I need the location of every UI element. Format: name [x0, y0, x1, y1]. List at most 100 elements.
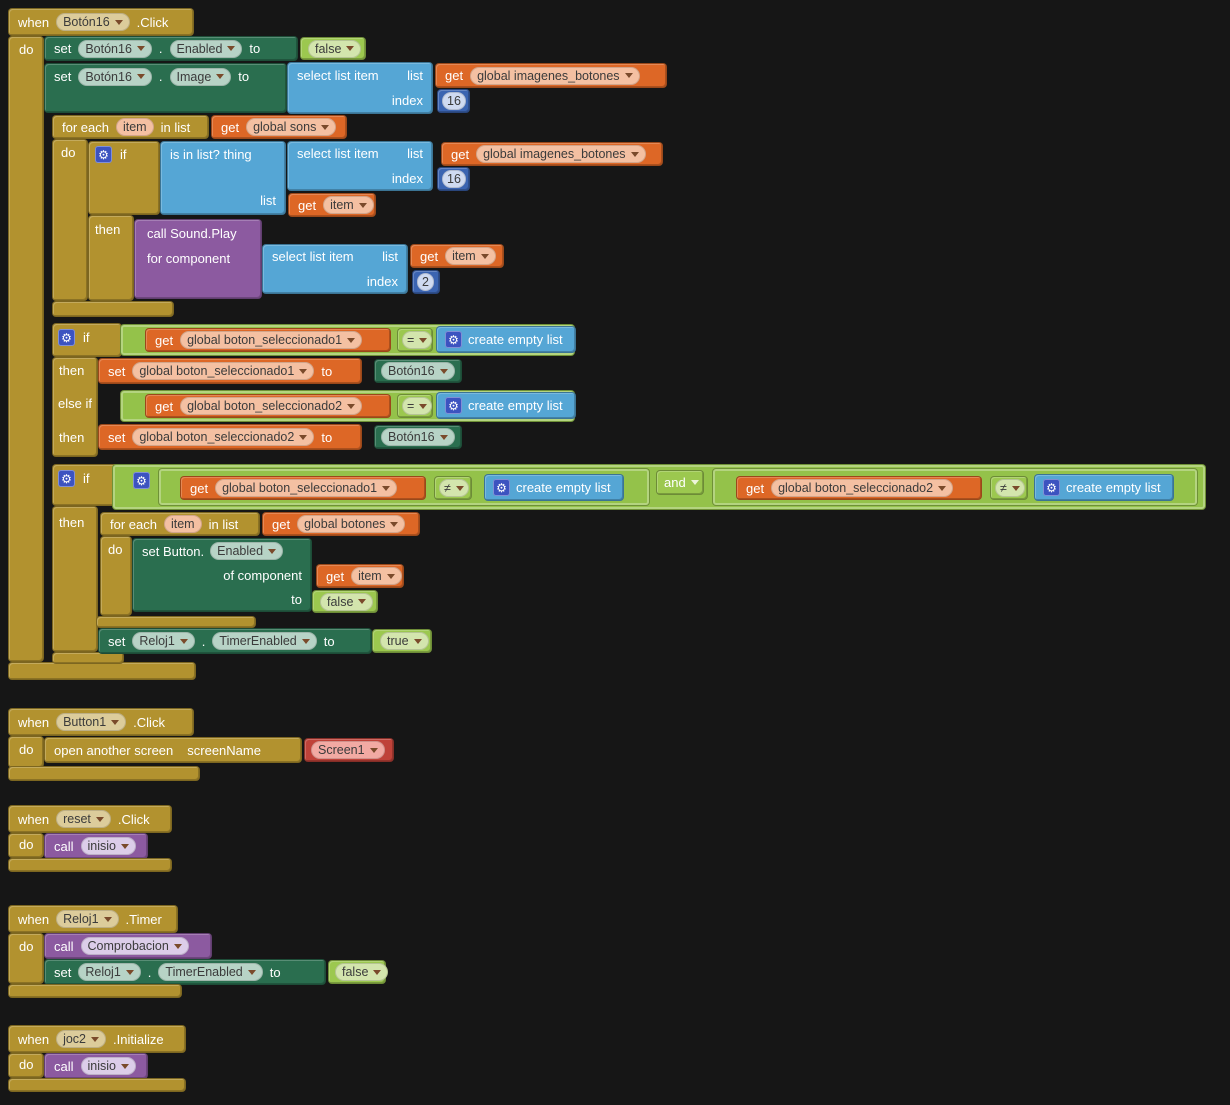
variable-dropdown[interactable]: global boton_seleccionado1: [215, 479, 398, 497]
call-inisio-block[interactable]: call inisio: [44, 1053, 148, 1079]
component-dropdown-boton16[interactable]: Botón16: [56, 13, 130, 31]
variable-dropdown[interactable]: global boton_seleccionado2: [771, 479, 954, 497]
mutator-gear-icon[interactable]: [133, 472, 150, 489]
when-boton16-header[interactable]: when Botón16 .Click: [8, 8, 194, 36]
when-boton16-footer[interactable]: [8, 662, 196, 680]
create-empty-list-block[interactable]: create empty list: [484, 474, 624, 501]
loop-var-item[interactable]: item: [115, 118, 154, 136]
get-seleccionado2-block[interactable]: get global boton_seleccionado2: [736, 476, 982, 500]
when-button1-footer[interactable]: [8, 766, 200, 781]
variable-dropdown[interactable]: global imagenes_botones: [470, 66, 640, 85]
screen-dropdown[interactable]: Screen1: [311, 741, 385, 759]
get-botones-block[interactable]: get global botones: [262, 512, 420, 536]
if-isinlist-then-column[interactable]: then: [88, 215, 134, 301]
get-seleccionado2-block[interactable]: get global boton_seleccionado2: [145, 394, 391, 418]
mutator-gear-icon[interactable]: [1043, 479, 1060, 496]
get-item-block[interactable]: get item: [288, 193, 376, 217]
when-reset-do-column[interactable]: do: [8, 833, 44, 858]
is-in-list-block[interactable]: is in list? thing list: [160, 141, 286, 215]
open-another-screen-block[interactable]: open another screen screenName: [44, 737, 302, 763]
create-empty-list-block[interactable]: create empty list: [436, 392, 576, 419]
mutator-gear-icon[interactable]: [58, 470, 75, 487]
screen1-block[interactable]: Screen1: [304, 738, 394, 762]
logic-false-block[interactable]: false: [300, 37, 366, 60]
property-dropdown-enabled[interactable]: Enabled: [169, 39, 243, 58]
when-boton16-do-column[interactable]: do: [8, 36, 44, 662]
foreach-botones-footer[interactable]: [96, 616, 256, 628]
variable-dropdown[interactable]: global boton_seleccionado1: [180, 331, 363, 349]
when-reloj1-footer[interactable]: [8, 984, 182, 998]
operator-dropdown[interactable]: =: [402, 331, 433, 349]
component-dropdown[interactable]: Botón16: [381, 428, 455, 446]
number-2-block[interactable]: 2: [412, 270, 440, 294]
when-reloj1-header[interactable]: when Reloj1 .Timer: [8, 905, 178, 933]
operator-neq-block[interactable]: ≠: [990, 476, 1028, 500]
component-dropdown-reset[interactable]: reset: [56, 810, 111, 828]
component-dropdown[interactable]: Botón16: [78, 39, 152, 58]
when-button1-do-column[interactable]: do: [8, 736, 44, 768]
number-value[interactable]: 16: [442, 92, 466, 110]
when-joc2-do-column[interactable]: do: [8, 1053, 44, 1078]
procedure-dropdown[interactable]: inisio: [80, 1057, 137, 1075]
component-boton16-block[interactable]: Botón16: [374, 359, 462, 383]
set-reloj1-timerenabled-block[interactable]: set Reloj1 . TimerEnabled to: [98, 628, 372, 654]
variable-dropdown[interactable]: item: [445, 247, 496, 265]
foreach-sons-footer[interactable]: [52, 301, 174, 317]
when-reset-header[interactable]: when reset .Click: [8, 805, 172, 833]
get-imagenes-botones-block[interactable]: get global imagenes_botones: [435, 63, 667, 88]
procedure-dropdown[interactable]: Comprobacion: [80, 937, 189, 955]
when-joc2-header[interactable]: when joc2 .Initialize: [8, 1025, 186, 1053]
if-selection-body-column[interactable]: then else if then: [52, 357, 98, 457]
operator-dropdown[interactable]: ≠: [995, 479, 1025, 497]
number-16-block[interactable]: 16: [437, 167, 470, 191]
variable-dropdown[interactable]: global imagenes_botones: [476, 145, 646, 163]
if-and-footer[interactable]: [52, 652, 124, 664]
mutator-gear-icon[interactable]: [445, 397, 462, 414]
mutator-gear-icon[interactable]: [95, 146, 112, 163]
operator-dropdown[interactable]: =: [402, 397, 433, 415]
create-empty-list-block[interactable]: create empty list: [436, 326, 576, 353]
get-sons-block[interactable]: get global sons: [211, 115, 347, 139]
call-inisio-block[interactable]: call inisio: [44, 833, 148, 859]
operator-eq-block[interactable]: =: [397, 394, 433, 418]
set-seleccionado2-block[interactable]: set global boton_seleccionado2 to: [98, 424, 362, 450]
set-reloj1-timerenabled-block[interactable]: set Reloj1 . TimerEnabled to: [44, 959, 326, 985]
variable-dropdown[interactable]: global boton_seleccionado2: [180, 397, 363, 415]
select-list-item-block[interactable]: select list item list index: [287, 62, 433, 114]
number-value[interactable]: 16: [442, 170, 466, 188]
logic-dropdown[interactable]: false: [335, 963, 389, 981]
get-item-block[interactable]: get item: [410, 244, 504, 268]
component-dropdown[interactable]: Reloj1: [132, 632, 195, 650]
get-seleccionado1-block[interactable]: get global boton_seleccionado1: [180, 476, 426, 500]
select-list-item-block[interactable]: select list item list index: [287, 141, 433, 191]
component-dropdown[interactable]: Botón16: [381, 362, 455, 380]
property-dropdown-enabled[interactable]: Enabled: [210, 542, 284, 560]
variable-dropdown[interactable]: global sons: [246, 118, 337, 136]
logic-false-block[interactable]: false: [328, 960, 389, 984]
component-dropdown[interactable]: Botón16: [78, 67, 152, 86]
operator-neq-block[interactable]: ≠: [434, 476, 472, 500]
call-comprobacion-block[interactable]: call Comprobacion: [44, 933, 212, 959]
get-imagenes-botones-block[interactable]: get global imagenes_botones: [441, 142, 663, 166]
logic-dropdown[interactable]: true: [380, 632, 429, 650]
property-dropdown-timerenabled[interactable]: TimerEnabled: [158, 963, 263, 981]
procedure-dropdown[interactable]: inisio: [80, 837, 137, 855]
logic-dropdown[interactable]: false: [308, 39, 362, 58]
loop-var-item[interactable]: item: [163, 515, 202, 533]
logic-true-block[interactable]: true: [372, 629, 432, 653]
number-value[interactable]: 2: [417, 273, 434, 291]
variable-dropdown[interactable]: global botones: [297, 515, 406, 533]
select-list-item-block[interactable]: select list item list index: [262, 244, 408, 294]
if-and-header[interactable]: if: [52, 464, 122, 506]
logic-false-block[interactable]: false: [312, 590, 378, 613]
call-sound-play-block[interactable]: call Sound.Play for component: [134, 219, 262, 299]
logic-dropdown[interactable]: false: [320, 592, 374, 611]
set-boton16-image-block[interactable]: set Botón16 . Image to: [44, 63, 287, 113]
foreach-sons-header[interactable]: for each item in list: [52, 115, 209, 139]
operator-and-block[interactable]: and: [656, 470, 704, 495]
variable-dropdown[interactable]: item: [351, 567, 402, 585]
property-dropdown-timerenabled[interactable]: TimerEnabled: [212, 632, 317, 650]
create-empty-list-block[interactable]: create empty list: [1034, 474, 1174, 501]
foreach-botones-do-column[interactable]: do: [100, 536, 132, 616]
